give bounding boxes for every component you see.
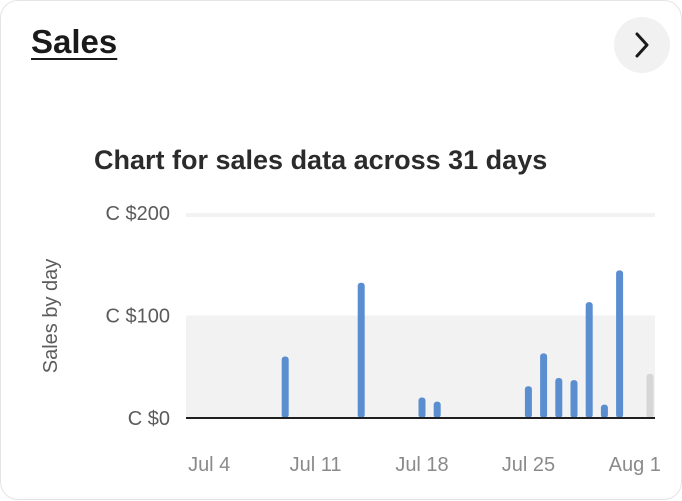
x-tick-label: Jul 11 [290,454,342,476]
sales-bar[interactable] [616,270,624,418]
sales-title-link[interactable]: Sales [31,23,118,60]
chart-band-upper [186,213,655,217]
sales-bar[interactable] [433,401,441,418]
x-tick-labels: Jul 4 Jul 11 Jul 18 Jul 25 Aug 1 [188,454,661,476]
sales-bar[interactable] [585,302,593,418]
sales-bar-pending[interactable] [646,373,654,418]
chevron-right-icon [635,32,649,58]
next-button[interactable] [614,17,670,73]
y-tick-label: C $0 [128,408,170,430]
y-axis-label: Sales by day [40,259,62,374]
sales-bar[interactable] [555,378,563,418]
x-tick-label: Jul 4 [188,454,230,476]
y-tick-label: C $200 [106,203,171,225]
chart-bars [281,270,654,419]
sales-bar[interactable] [570,380,578,418]
sales-bar[interactable] [540,353,548,418]
x-tick-label: Jul 25 [502,454,555,476]
sales-bar[interactable] [524,386,532,418]
sales-bar[interactable] [357,282,365,418]
sales-bar[interactable] [281,356,289,419]
chart-title: Chart for sales data across 31 days [94,145,547,175]
x-tick-label: Jul 18 [395,454,448,476]
sales-bar[interactable] [600,404,608,418]
x-tick-label: Aug 1 [609,454,661,476]
sales-bar[interactable] [418,397,426,419]
y-tick-label: C $100 [106,306,171,328]
chart-bands [186,213,655,418]
y-tick-labels: C $200 C $100 C $0 [106,203,171,430]
